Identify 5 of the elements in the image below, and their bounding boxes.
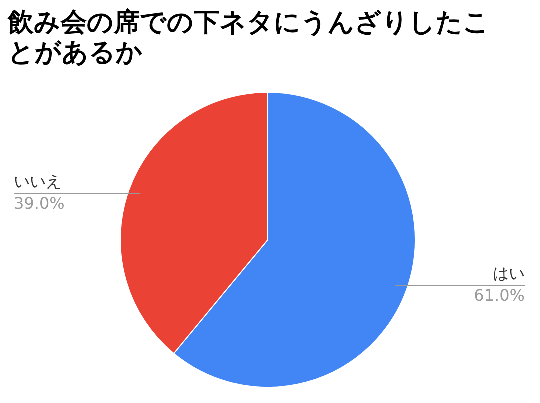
data-label: 61.0% (474, 286, 525, 306)
slice-label: いいえ (14, 172, 62, 192)
data-label: 39.0% (14, 194, 65, 214)
chart-title: 飲み会の席での下ネタにうんざりしたことがあるか (8, 8, 491, 68)
slice-label: はい (493, 264, 525, 284)
